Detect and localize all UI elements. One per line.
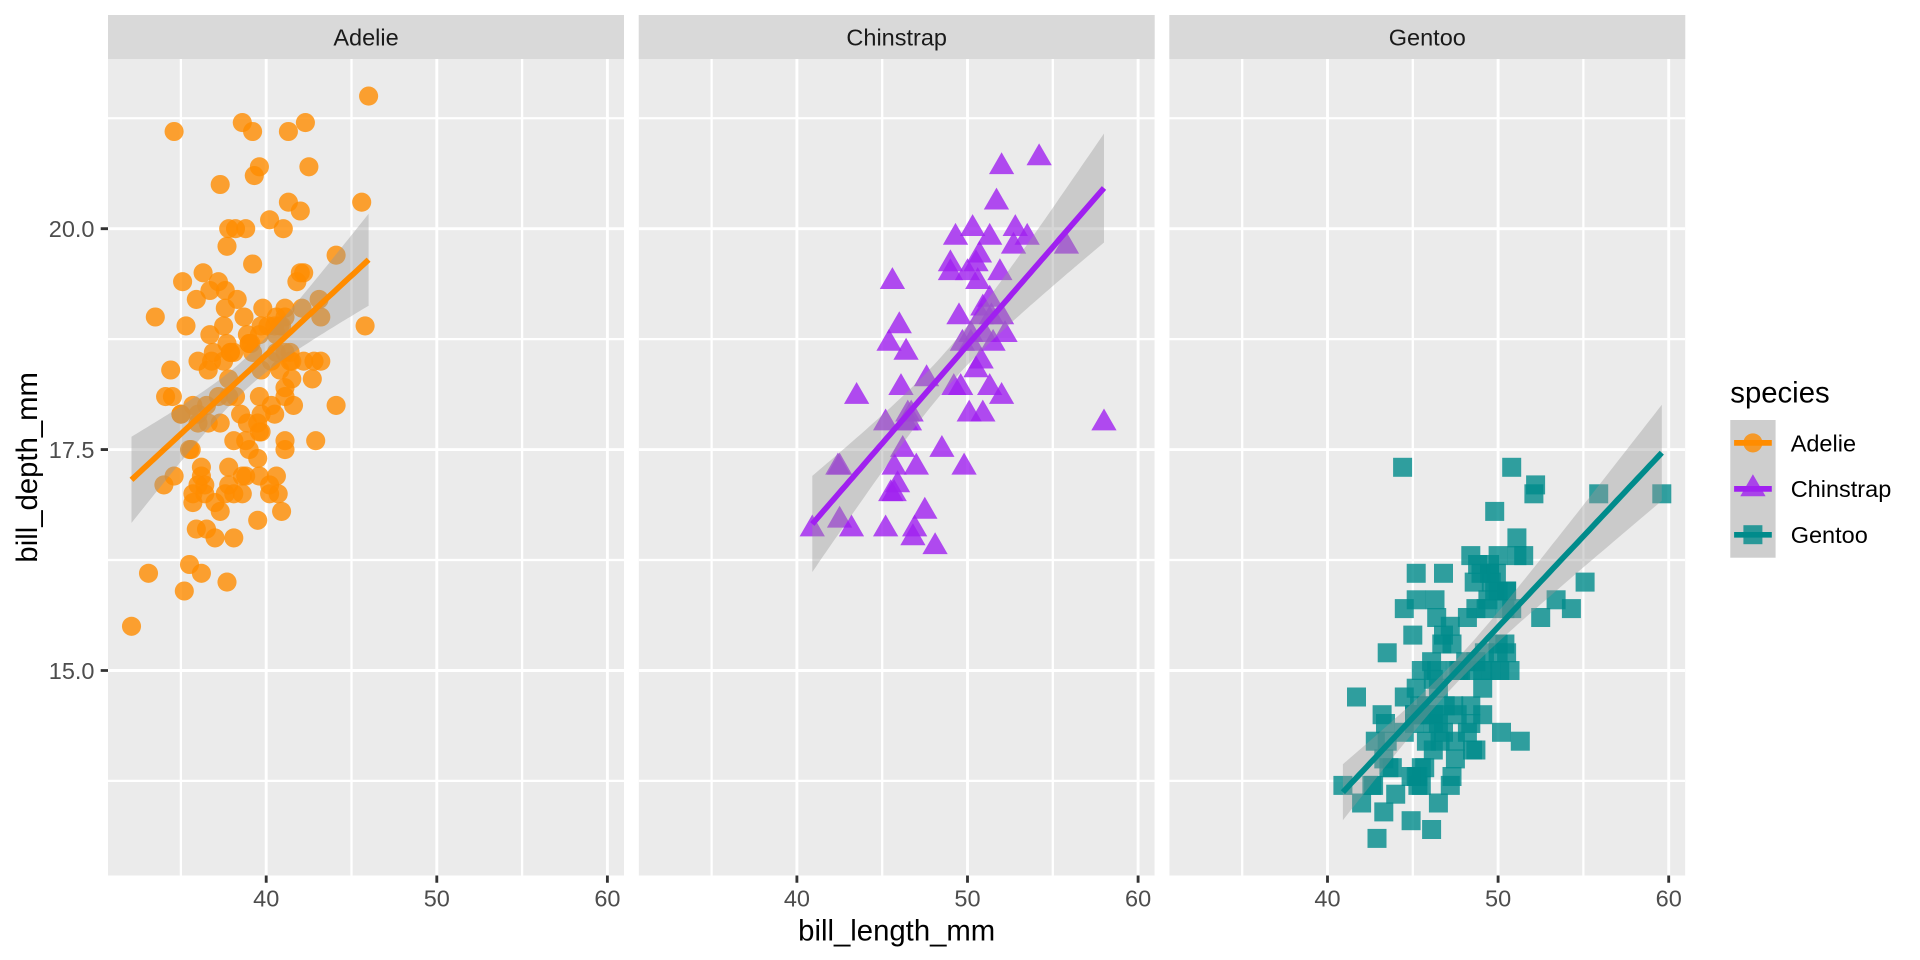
svg-text:Gentoo: Gentoo xyxy=(1791,522,1868,548)
svg-text:Adelie: Adelie xyxy=(1791,430,1856,456)
svg-text:Chinstrap: Chinstrap xyxy=(846,25,947,51)
svg-text:50: 50 xyxy=(424,886,450,912)
svg-text:40: 40 xyxy=(784,886,810,912)
svg-text:40: 40 xyxy=(1314,886,1340,912)
svg-text:60: 60 xyxy=(594,886,620,912)
svg-text:40: 40 xyxy=(253,886,279,912)
svg-text:bill_depth_mm: bill_depth_mm xyxy=(11,372,44,563)
svg-text:60: 60 xyxy=(1125,886,1151,912)
svg-text:17.5: 17.5 xyxy=(49,437,95,463)
svg-text:Chinstrap: Chinstrap xyxy=(1791,476,1892,502)
svg-text:bill_length_mm: bill_length_mm xyxy=(798,915,995,948)
svg-text:50: 50 xyxy=(1485,886,1511,912)
svg-text:20.0: 20.0 xyxy=(49,216,95,242)
svg-text:15.0: 15.0 xyxy=(49,658,95,684)
svg-text:Gentoo: Gentoo xyxy=(1389,25,1466,51)
svg-text:Adelie: Adelie xyxy=(333,25,398,51)
svg-text:60: 60 xyxy=(1656,886,1682,912)
svg-text:50: 50 xyxy=(954,886,980,912)
svg-text:species: species xyxy=(1730,377,1829,410)
